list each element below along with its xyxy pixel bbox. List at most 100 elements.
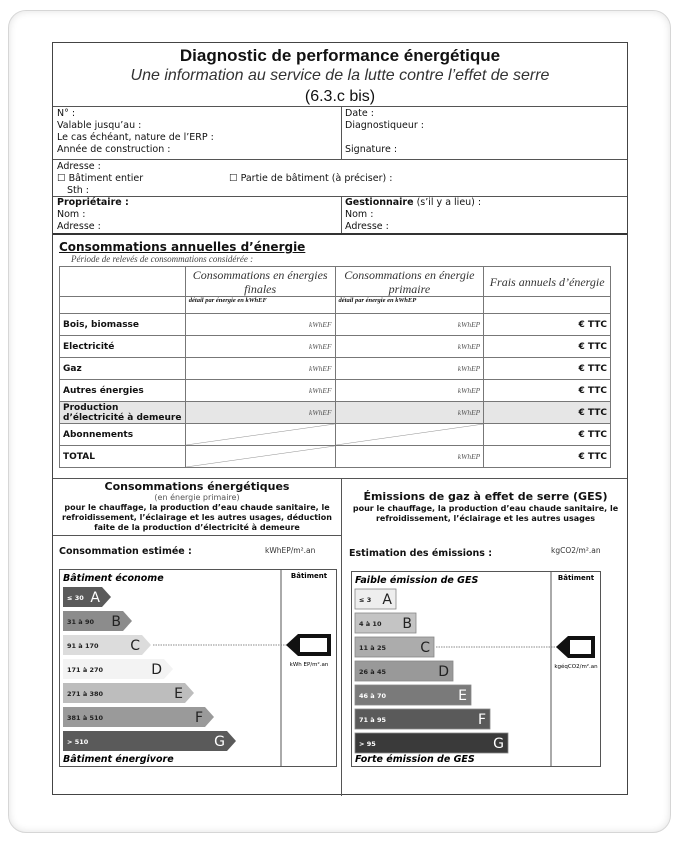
table-row: TOTAL kWhEP € TTC xyxy=(59,445,611,468)
field-address: Adresse : xyxy=(57,161,101,172)
class-bar-g xyxy=(63,731,236,751)
class-range-b: 4 à 10 xyxy=(359,620,382,628)
class-letter-c: C xyxy=(130,638,140,654)
class-bar-f xyxy=(354,708,491,730)
col-final: Consommations en énergies finales xyxy=(184,266,336,297)
cell-cost[interactable]: € TTC xyxy=(483,401,611,424)
cell-cost[interactable]: € TTC xyxy=(483,423,611,446)
owner-title: Propriétaire : xyxy=(57,197,129,208)
info-right: Date : Diagnostiqueur : Signature : xyxy=(345,108,424,156)
cell-final-empty xyxy=(184,423,336,446)
table-row: Abonnements € TTC xyxy=(59,423,611,446)
owner-name: Nom : xyxy=(57,209,86,220)
field-erp: Le cas échéant, nature de l’ERP : xyxy=(57,132,214,143)
chart-border xyxy=(59,569,337,767)
info-left: N° : Valable jusqu’au : Le cas échéant, … xyxy=(57,108,214,156)
class-range-e: 271 à 380 xyxy=(67,690,104,698)
manager-name: Nom : xyxy=(345,209,374,220)
manager-note: (s’il y a lieu) : xyxy=(416,197,482,208)
cell-final[interactable]: kWhEF xyxy=(184,379,336,402)
manager-section: Gestionnaire (s’il y a lieu) : Nom : Adr… xyxy=(345,197,481,233)
label-part-building: Partie de bâtiment (à préciser) : xyxy=(240,173,393,184)
cell-final[interactable]: kWhEF xyxy=(184,357,336,380)
building-column-label: Bâtiment xyxy=(291,572,328,580)
class-range-e: 46 à 70 xyxy=(359,692,386,700)
cell-final-empty xyxy=(184,445,336,468)
ges-title: Émissions de gaz à effet de serre (GES) xyxy=(363,490,608,503)
checkbox-whole-building[interactable]: ☐ xyxy=(57,173,66,184)
class-letter-f: F xyxy=(478,712,486,728)
chart-bottom-label: Bâtiment énergivore xyxy=(63,754,174,765)
class-letter-a: A xyxy=(90,590,100,606)
cell-primary[interactable]: kWhEP xyxy=(334,335,485,358)
cell-primary[interactable]: kWhEP xyxy=(334,313,485,336)
field-date: Date : xyxy=(345,108,374,119)
building-column-label: Bâtiment xyxy=(558,574,595,582)
class-range-f: 71 à 95 xyxy=(359,716,386,724)
owner-address: Adresse : xyxy=(57,221,101,232)
class-range-d: 26 à 45 xyxy=(359,668,386,676)
chart-bottom-label: Forte émission de GES xyxy=(355,754,475,765)
table-row: Production d’électricité à demeure kWhEF k… xyxy=(59,401,611,424)
page-title: Diagnostic de performance énergétique xyxy=(179,46,501,65)
energy-label-chart: Bâtiment économe Bâtiment énergivore Bâtim… xyxy=(59,569,337,767)
sub-final: détail par énergie en kWhEF xyxy=(184,296,336,314)
class-letter-e: E xyxy=(174,686,183,702)
class-range-c: 11 à 25 xyxy=(359,644,386,652)
chart-border xyxy=(351,571,601,767)
table-row: Electricité kWhEF kWhEP € TTC xyxy=(59,335,611,358)
cell-primary-empty xyxy=(334,423,485,446)
cell-cost[interactable]: € TTC xyxy=(483,357,611,380)
class-bar-c xyxy=(354,636,435,658)
class-bar-c xyxy=(63,635,151,655)
row-label: Production d’électricité à demeure xyxy=(59,401,186,424)
ges-estimate-label: Estimation des émissions : xyxy=(349,548,493,559)
table-row: Gaz kWhEF kWhEP € TTC xyxy=(59,357,611,380)
class-letter-g: G xyxy=(214,734,225,750)
class-bar-a xyxy=(354,588,397,610)
cell-primary[interactable]: kWhEP xyxy=(334,357,485,380)
cell-final[interactable]: kWhEF xyxy=(184,335,336,358)
consumption-heading: Consommations annuelles d’énergie xyxy=(59,240,306,254)
cell-primary[interactable]: kWhEP xyxy=(334,445,485,468)
dpe-form: Diagnostic de performance énergétique Un… xyxy=(52,42,628,796)
cell-cost[interactable]: € TTC xyxy=(483,335,611,358)
field-valid-until: Valable jusqu’au : xyxy=(57,120,142,131)
consumption-table: Consommations en énergies finales Consomm… xyxy=(59,266,611,468)
class-letter-f: F xyxy=(195,710,203,726)
energy-estimate-label: Consommation estimée : xyxy=(59,546,192,557)
building-marker-unit: kWh EP/m².an xyxy=(290,661,329,668)
cell-primary[interactable]: kWhEP xyxy=(334,379,485,402)
class-bar-d xyxy=(63,659,173,679)
table-row: Bois, biomasse kWhEF kWhEP € TTC xyxy=(59,313,611,336)
col-cost: Frais annuels d’énergie xyxy=(483,266,611,297)
class-bar-b xyxy=(63,611,132,631)
class-letter-e: E xyxy=(458,688,467,704)
class-bar-e xyxy=(63,683,194,703)
ges-estimate-unit: kgCO2/m².an xyxy=(551,546,601,555)
class-range-g: > 95 xyxy=(359,740,376,748)
table-row: Autres énergies kWhEF kWhEP € TTC xyxy=(59,379,611,402)
cell-cost[interactable]: € TTC xyxy=(483,313,611,336)
ges-label-chart: Faible émission de GES Forte émission de … xyxy=(351,571,601,767)
manager-title: Gestionnaire xyxy=(345,197,414,208)
cell-primary[interactable]: kWhEP xyxy=(334,401,485,424)
energy-subtitle: (en énergie primaire) xyxy=(154,493,240,502)
energy-estimate-unit: kWhEP/m².an xyxy=(265,546,316,555)
cell-cost[interactable]: € TTC xyxy=(483,445,611,468)
field-signature: Signature : xyxy=(345,144,398,155)
class-bar-g xyxy=(354,732,509,754)
row-label: Gaz xyxy=(59,357,186,380)
cell-cost[interactable]: € TTC xyxy=(483,379,611,402)
class-letter-g: G xyxy=(493,736,504,752)
class-range-a: ≤ 3 xyxy=(359,596,371,604)
cell-final[interactable]: kWhEF xyxy=(184,313,336,336)
owner-section: Propriétaire : Nom : Adresse : xyxy=(57,197,129,233)
cell-final[interactable]: kWhEF xyxy=(184,401,336,424)
class-bar-a xyxy=(63,587,111,607)
class-letter-b: B xyxy=(111,614,121,630)
field-diagnostician: Diagnostiqueur : xyxy=(345,120,424,131)
checkbox-part-building[interactable]: ☐ xyxy=(229,173,238,184)
energy-title: Consommations énergétiques xyxy=(104,480,290,493)
label-whole-building: Bâtiment entier xyxy=(68,173,144,184)
